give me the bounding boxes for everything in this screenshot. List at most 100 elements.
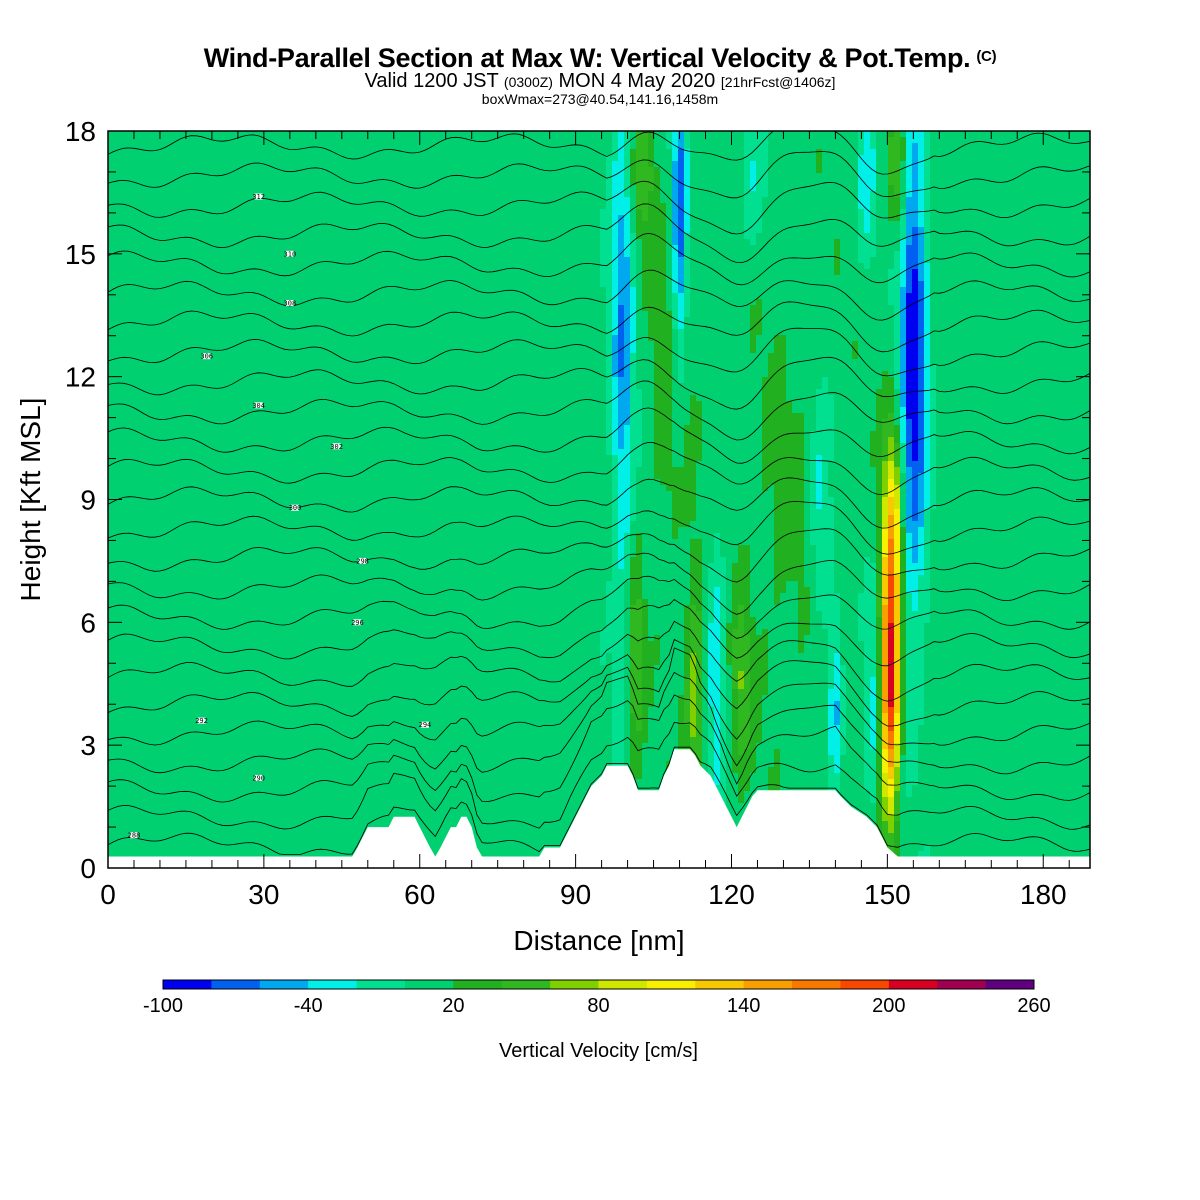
velocity-cell <box>582 203 589 210</box>
velocity-cell <box>294 197 301 204</box>
velocity-cell <box>138 221 145 228</box>
velocity-cell <box>444 269 451 276</box>
velocity-cell <box>666 233 673 240</box>
velocity-cell <box>1068 281 1075 288</box>
velocity-cell <box>306 221 313 228</box>
velocity-cell <box>192 311 199 318</box>
velocity-cell <box>750 209 757 216</box>
velocity-cell <box>924 131 931 138</box>
velocity-cell <box>708 275 715 282</box>
velocity-cell <box>174 185 181 192</box>
velocity-cell <box>126 191 133 198</box>
velocity-cell <box>192 221 199 228</box>
velocity-cell <box>564 173 571 180</box>
velocity-cell <box>792 281 799 288</box>
velocity-cell <box>708 221 715 228</box>
velocity-cell <box>666 287 673 294</box>
velocity-cell <box>534 131 541 138</box>
velocity-cell <box>840 281 847 288</box>
velocity-cell <box>882 149 889 156</box>
velocity-cell <box>900 233 907 240</box>
velocity-cell <box>330 263 337 270</box>
velocity-cell <box>642 215 649 222</box>
velocity-cell <box>210 215 217 222</box>
velocity-cell <box>1050 131 1057 138</box>
velocity-cell <box>570 281 577 288</box>
velocity-cell <box>588 275 595 282</box>
velocity-cell <box>252 299 259 306</box>
velocity-cell <box>636 143 643 150</box>
velocity-cell <box>960 239 967 246</box>
velocity-cell <box>264 227 271 234</box>
velocity-cell <box>894 185 901 192</box>
velocity-cell <box>228 155 235 162</box>
velocity-cell <box>954 161 961 168</box>
velocity-cell <box>780 185 787 192</box>
velocity-cell <box>768 209 775 216</box>
velocity-cell <box>690 263 697 270</box>
velocity-cell <box>336 185 343 192</box>
velocity-cell <box>162 287 169 294</box>
valid-prefix: Valid 1200 JST <box>365 70 499 92</box>
velocity-cell <box>354 275 361 282</box>
velocity-cell <box>636 245 643 252</box>
velocity-cell <box>228 293 235 300</box>
velocity-cell <box>1044 167 1051 174</box>
velocity-cell <box>336 263 343 270</box>
velocity-cell <box>222 197 229 204</box>
velocity-cell <box>1080 245 1087 252</box>
velocity-cell <box>168 131 175 138</box>
velocity-cell <box>792 215 799 222</box>
velocity-cell <box>402 227 409 234</box>
velocity-cell <box>384 143 391 150</box>
velocity-cell <box>936 233 943 240</box>
velocity-cell <box>498 131 505 138</box>
velocity-cell <box>840 251 847 258</box>
velocity-cell <box>510 275 517 282</box>
velocity-cell <box>1086 299 1090 306</box>
velocity-cell <box>186 269 193 276</box>
velocity-cell <box>192 215 199 222</box>
velocity-cell <box>384 155 391 162</box>
velocity-cell <box>708 245 715 252</box>
velocity-cell <box>912 131 919 138</box>
velocity-cell <box>948 173 955 180</box>
velocity-cell <box>720 269 727 276</box>
velocity-cell <box>630 227 637 234</box>
velocity-cell <box>1062 173 1069 180</box>
velocity-cell <box>726 281 733 288</box>
velocity-cell <box>858 269 865 276</box>
velocity-cell <box>540 209 547 216</box>
velocity-cell <box>1026 275 1033 282</box>
velocity-cell <box>312 281 319 288</box>
velocity-cell <box>120 221 127 228</box>
velocity-cell <box>450 191 457 198</box>
velocity-cell <box>198 269 205 276</box>
velocity-cell <box>264 215 271 222</box>
velocity-cell <box>156 269 163 276</box>
velocity-cell <box>564 299 571 306</box>
velocity-cell <box>270 167 277 174</box>
velocity-cell <box>642 269 649 276</box>
velocity-cell <box>198 311 205 318</box>
velocity-cell <box>930 143 937 150</box>
velocity-cell <box>1068 161 1075 168</box>
velocity-cell <box>960 143 967 150</box>
velocity-cell <box>900 167 907 174</box>
velocity-cell <box>888 233 895 240</box>
velocity-cell <box>780 251 787 258</box>
velocity-cell <box>1014 299 1021 306</box>
velocity-cell <box>864 149 871 156</box>
velocity-cell <box>366 143 373 150</box>
velocity-cell <box>822 197 829 204</box>
velocity-cell <box>180 233 187 240</box>
velocity-cell <box>666 251 673 258</box>
velocity-cell <box>1044 215 1051 222</box>
velocity-cell <box>732 221 739 228</box>
velocity-cell <box>948 269 955 276</box>
velocity-cell <box>186 281 193 288</box>
velocity-cell <box>648 149 655 156</box>
velocity-cell <box>906 161 913 168</box>
velocity-cell <box>528 191 535 198</box>
velocity-cell <box>1086 197 1090 204</box>
